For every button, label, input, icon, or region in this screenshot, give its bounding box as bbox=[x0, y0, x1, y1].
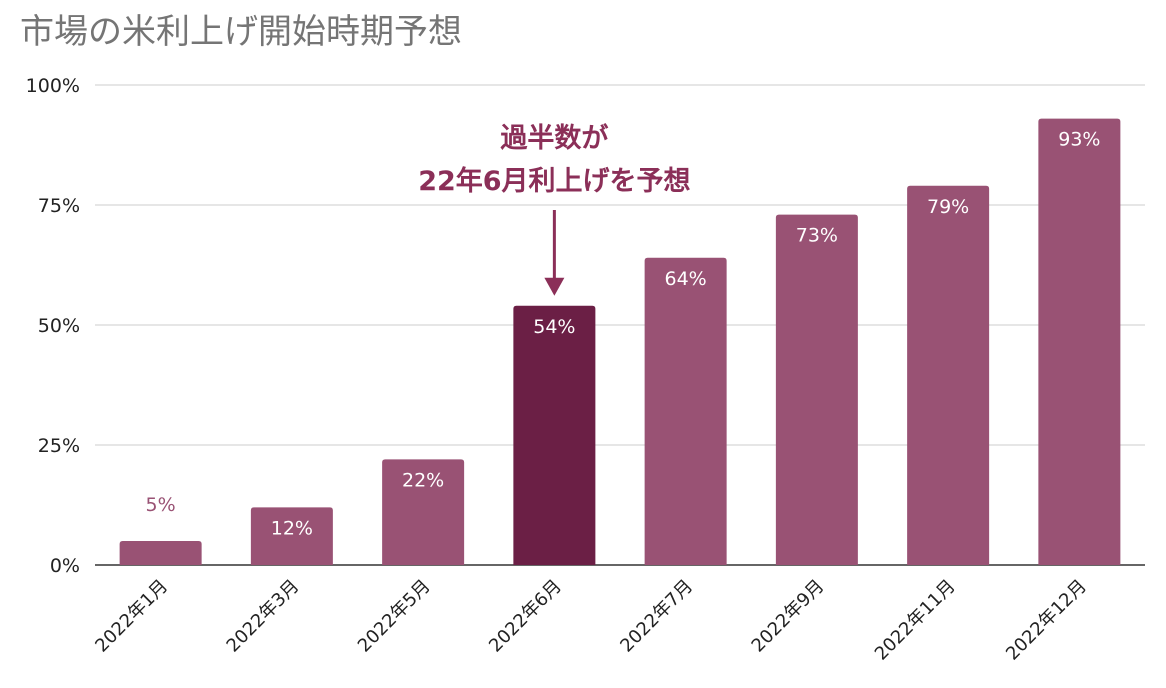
annotation-text: 22年6月利上げを予想 bbox=[418, 165, 690, 197]
y-tick-label: 25% bbox=[38, 435, 80, 457]
y-tick-label: 75% bbox=[38, 195, 80, 217]
bar bbox=[907, 185, 990, 566]
x-axis-tick-labels: 2022年1月 2022年3月 2022年5月 2022年6月 2022年7月 2022年… bbox=[91, 576, 1091, 665]
y-axis-tick-labels: 0% 25% 50% 75% 100% bbox=[26, 75, 80, 577]
data-label: 12% bbox=[271, 517, 313, 539]
bars bbox=[119, 118, 1121, 566]
data-label: 54% bbox=[533, 316, 575, 338]
x-tick-label: 2022年3月 bbox=[223, 576, 304, 657]
bar bbox=[775, 214, 858, 565]
chart-title: 市場の米利上げ開始時期予想 bbox=[20, 12, 462, 52]
data-label: 5% bbox=[146, 494, 176, 516]
data-label: 64% bbox=[665, 268, 707, 290]
data-label: 73% bbox=[796, 225, 838, 247]
x-tick-label: 2022年1月 bbox=[91, 576, 172, 657]
bar bbox=[119, 541, 202, 565]
annotation-text: 過半数が bbox=[500, 122, 608, 154]
y-tick-label: 100% bbox=[26, 75, 80, 97]
x-tick-label: 2022年11月 bbox=[871, 576, 960, 665]
x-tick-label: 2022年12月 bbox=[1002, 576, 1091, 665]
x-tick-label: 2022年7月 bbox=[616, 576, 697, 657]
annotation: 過半数が 22年6月利上げを予想 bbox=[418, 122, 691, 296]
bar bbox=[1038, 118, 1121, 565]
bar bbox=[513, 305, 596, 565]
annotation-arrow-head bbox=[544, 277, 565, 296]
x-tick-label: 2022年5月 bbox=[354, 576, 435, 657]
bar bbox=[382, 459, 465, 565]
x-tick-label: 2022年6月 bbox=[485, 576, 566, 657]
data-labels: 5% 12% 22% 54% 64% 73% 79% 93% bbox=[146, 129, 1101, 540]
data-label: 22% bbox=[402, 469, 444, 491]
y-tick-label: 50% bbox=[38, 315, 80, 337]
bar bbox=[644, 257, 727, 565]
data-label: 79% bbox=[927, 196, 969, 218]
bar bbox=[250, 507, 333, 565]
x-tick-label: 2022年9月 bbox=[748, 576, 829, 657]
data-label: 93% bbox=[1058, 129, 1100, 151]
y-tick-label: 0% bbox=[50, 555, 80, 577]
